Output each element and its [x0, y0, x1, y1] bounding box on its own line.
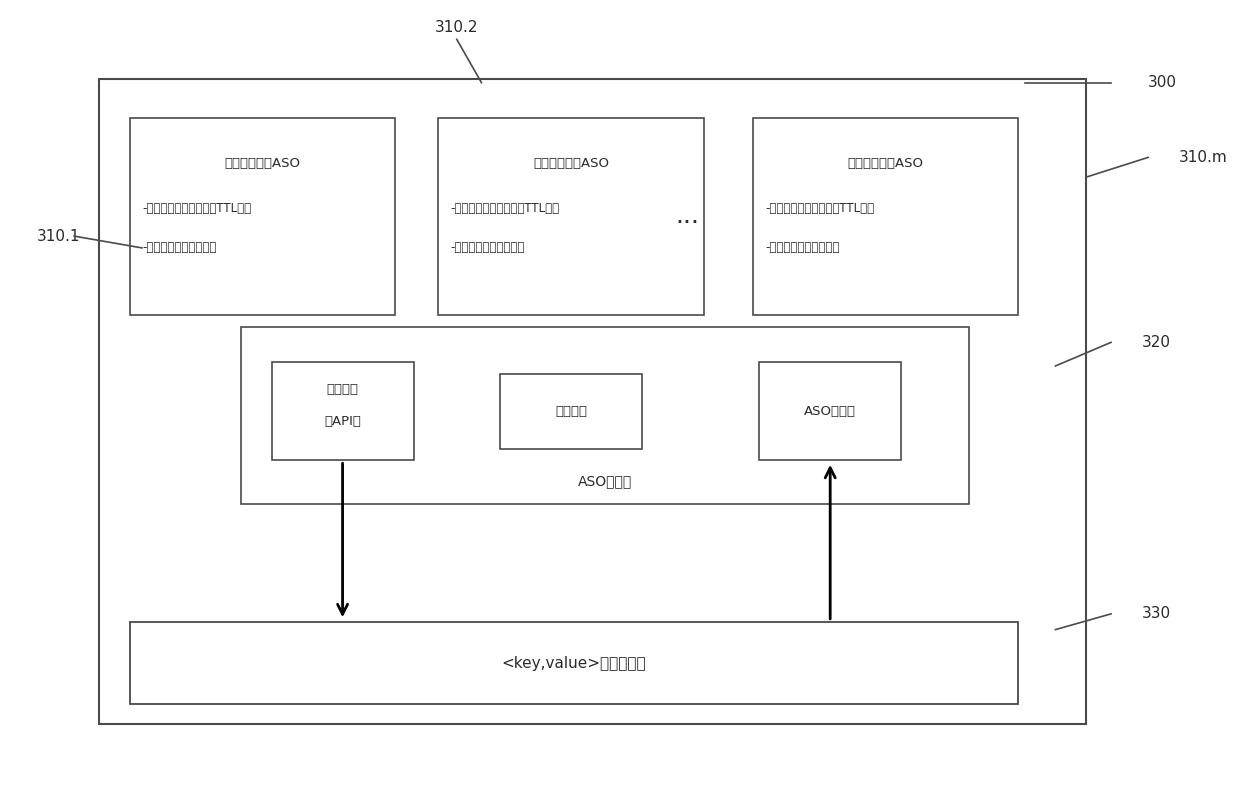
Bar: [130, 118, 396, 315]
Bar: [438, 118, 703, 315]
Text: 主动存储对象ASO: 主动存储对象ASO: [848, 157, 924, 170]
Bar: [99, 79, 1086, 724]
Bar: [130, 622, 1018, 704]
Text: -状态（生命期属性值，TTL等）: -状态（生命期属性值，TTL等）: [141, 202, 250, 215]
Text: 300: 300: [1148, 75, 1177, 91]
Text: -代码（关联的方法等）: -代码（关联的方法等）: [450, 242, 525, 254]
Text: -状态（生命期属性值，TTL等）: -状态（生命期属性值，TTL等）: [765, 202, 874, 215]
Text: 330: 330: [1142, 606, 1171, 622]
Text: ASO子系统: ASO子系统: [578, 475, 632, 489]
Text: 320: 320: [1142, 334, 1171, 350]
Bar: [241, 327, 970, 504]
Text: -代码（关联的方法等）: -代码（关联的方法等）: [765, 242, 839, 254]
Text: -代码（关联的方法等）: -代码（关联的方法等）: [141, 242, 216, 254]
Text: 主动存储对象ASO: 主动存储对象ASO: [533, 157, 609, 170]
Text: 安全策略: 安全策略: [556, 405, 587, 418]
Text: 主动存储对象ASO: 主动存储对象ASO: [224, 157, 300, 170]
Text: <key,value>存储子系统: <key,value>存储子系统: [502, 656, 646, 671]
Text: ...: ...: [676, 205, 699, 228]
Bar: [753, 118, 1018, 315]
Bar: [500, 374, 642, 449]
Text: -状态（生命期属性值，TTL等）: -状态（生命期属性值，TTL等）: [450, 202, 559, 215]
Text: 310.2: 310.2: [435, 20, 479, 35]
Text: ASO运行时: ASO运行时: [805, 405, 856, 418]
Text: 310.1: 310.1: [37, 228, 81, 244]
Text: （API）: （API）: [324, 415, 361, 427]
Text: 310.m: 310.m: [1179, 150, 1228, 165]
Bar: [759, 362, 901, 460]
Text: 外部接口: 外部接口: [326, 383, 358, 396]
Bar: [272, 362, 414, 460]
